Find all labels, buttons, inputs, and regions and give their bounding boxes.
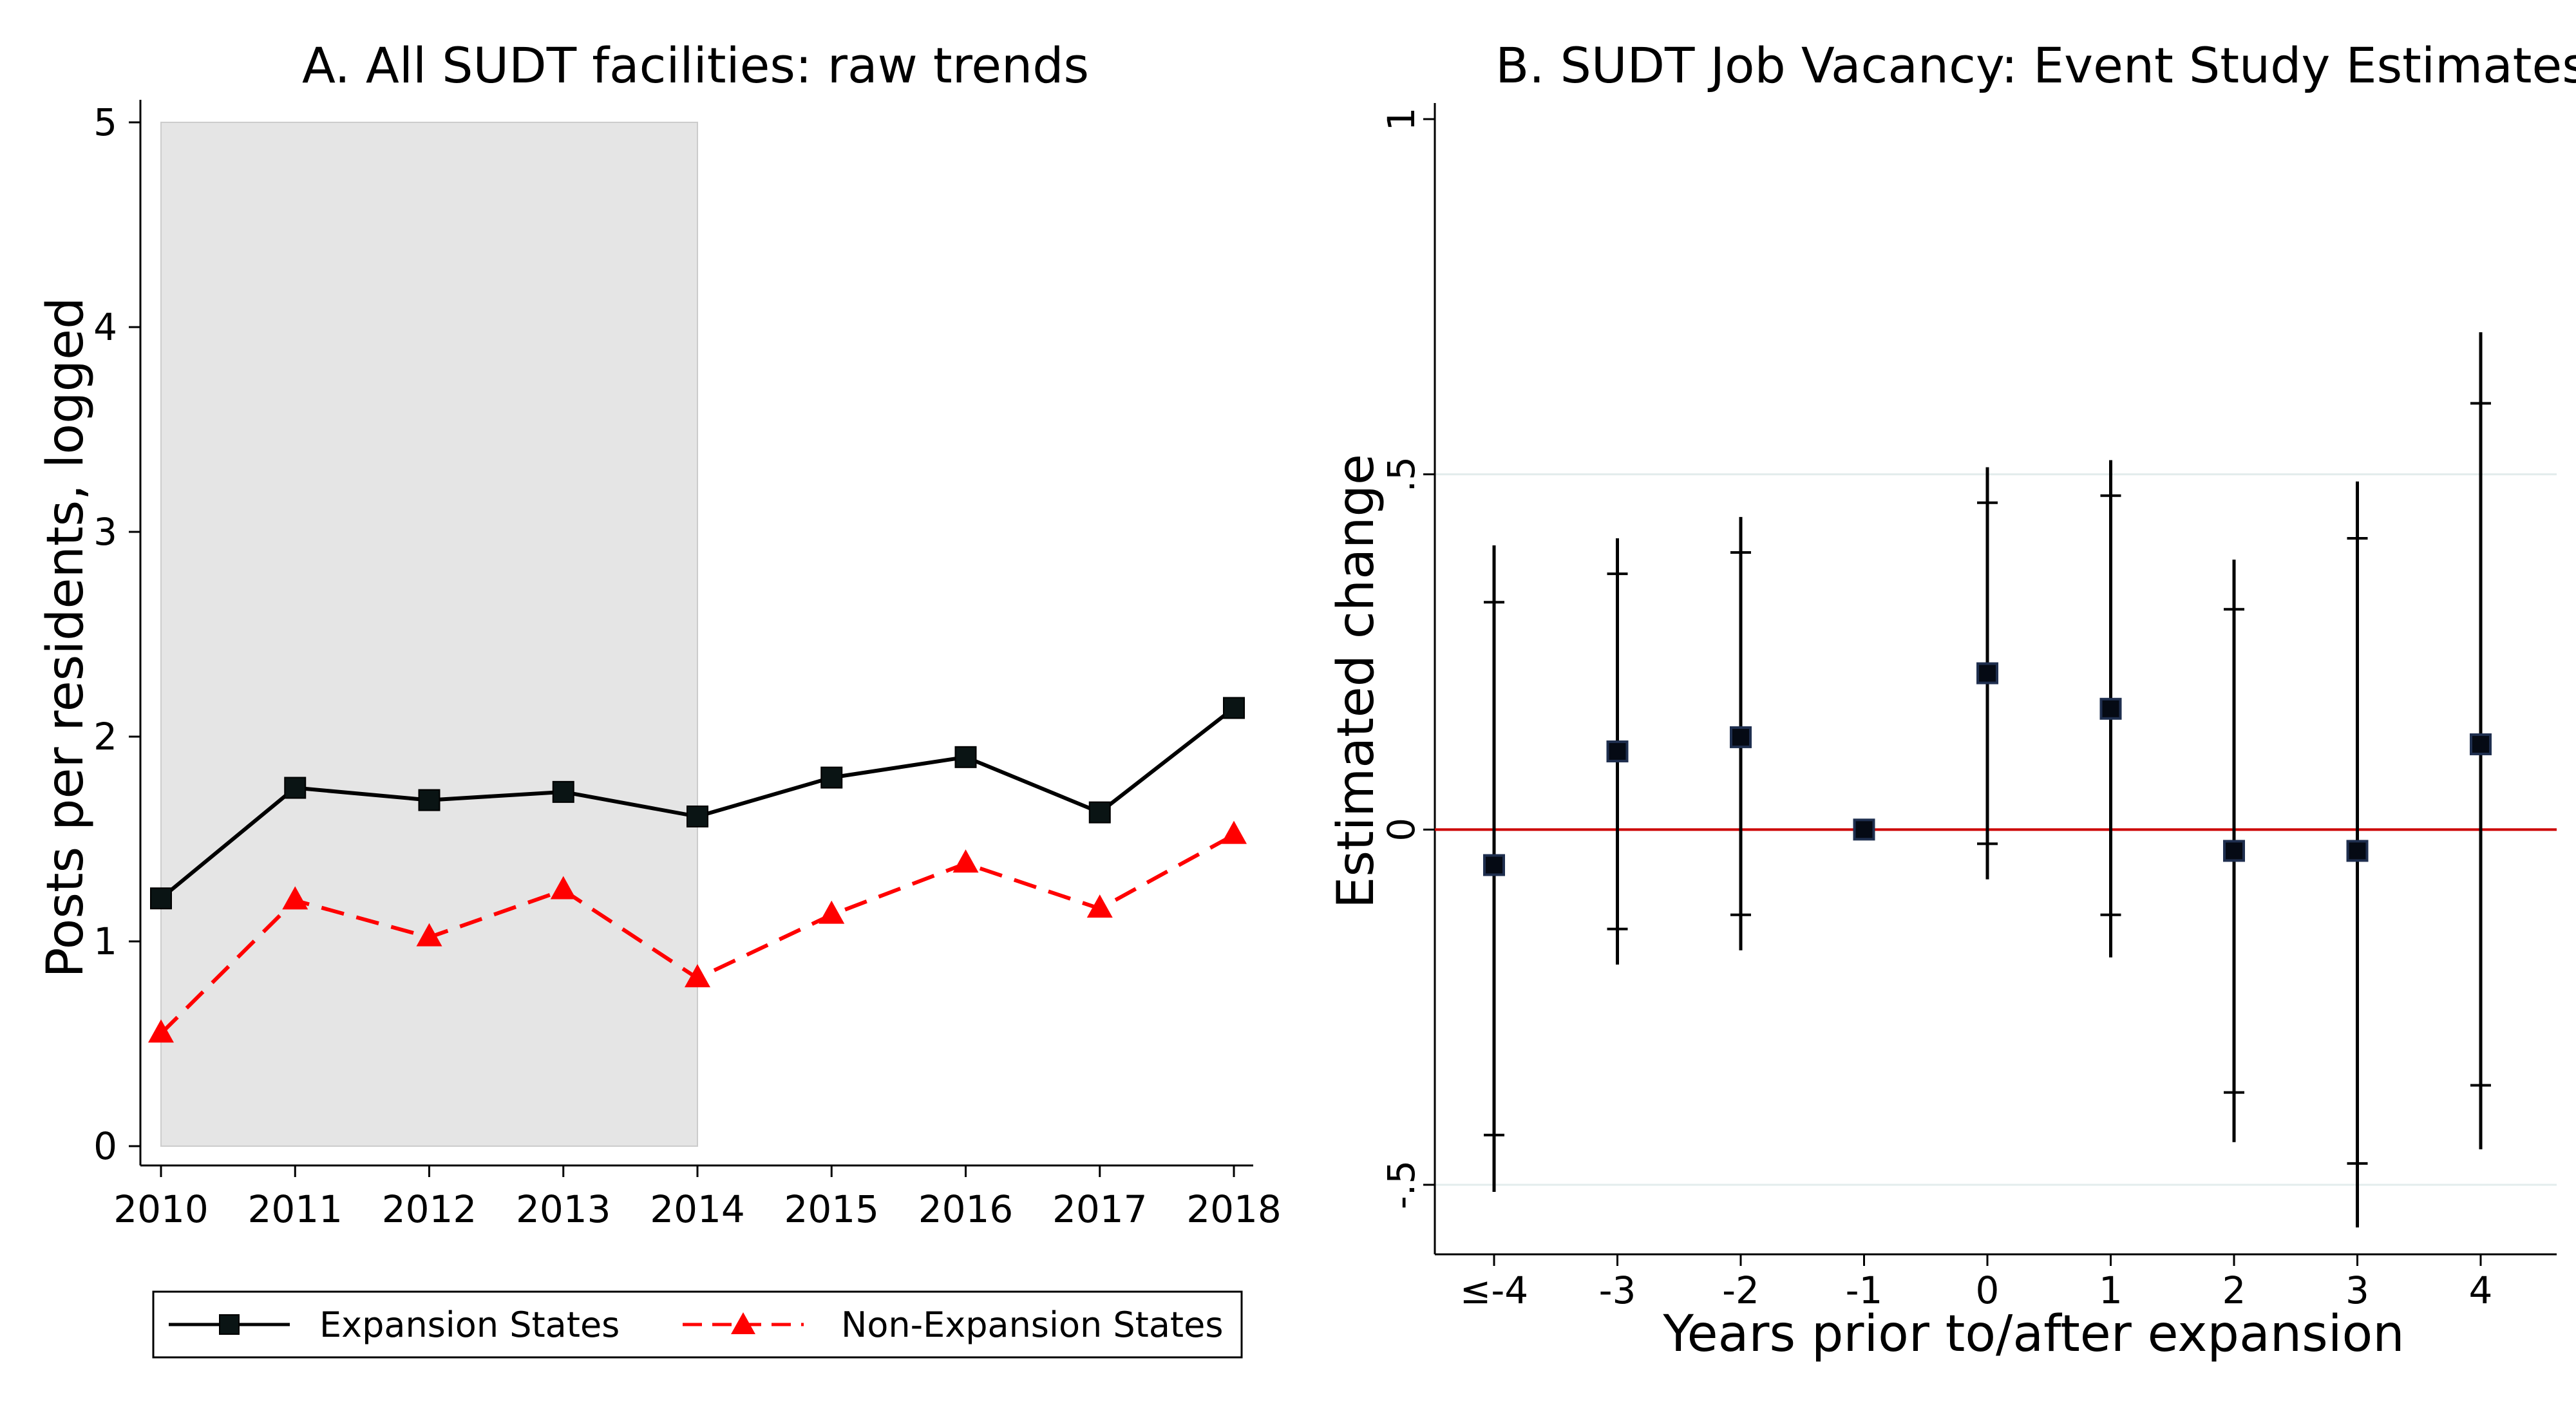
legend-expansion-label: Expansion States: [319, 1305, 620, 1345]
panel-a-y-ticks: 0 1 2 3 4 5: [93, 100, 140, 1168]
non-expansion-states-point: [819, 900, 845, 924]
legend: Expansion States Non-Expansion States: [152, 1290, 1243, 1359]
panel-a-series: [148, 697, 1247, 1043]
x-tick-label: 1: [2099, 1268, 2123, 1312]
panel-b-y-ticks: -.5 0 .5 1: [1379, 108, 1435, 1209]
expansion-states-point: [954, 746, 977, 768]
non-expansion-states-point: [416, 923, 442, 947]
expansion-states-point: [1088, 801, 1111, 824]
x-tick-label: 0: [1976, 1268, 2000, 1312]
panel-b-title: B. SUDT Job Vacancy: Event Study Estimat…: [1495, 37, 2576, 94]
x-tick-label: 2012: [382, 1187, 477, 1231]
expansion-states-point: [284, 777, 307, 799]
x-tick-label: ≤-4: [1460, 1268, 1528, 1312]
non-expansion-states-point: [1221, 820, 1247, 844]
expansion-states-point: [552, 780, 574, 803]
point-estimate: [2223, 840, 2245, 862]
x-tick-label: 3: [2345, 1268, 2369, 1312]
x-tick-label: 2: [2222, 1268, 2246, 1312]
x-tick-label: 2014: [650, 1187, 745, 1231]
x-tick-label: 2010: [113, 1187, 209, 1231]
non-expansion-states-point: [1086, 894, 1113, 918]
y-tick-label: 1: [1379, 108, 1423, 131]
point-estimate: [2346, 840, 2369, 862]
x-tick-label: 4: [2469, 1268, 2493, 1312]
y-tick-label: 1: [93, 919, 117, 963]
x-tick-label: 2013: [516, 1187, 611, 1231]
expansion-states-point: [418, 789, 440, 811]
panel-b-y-axis-label: Estimated change: [1327, 454, 1385, 909]
x-tick-label: 2016: [918, 1187, 1014, 1231]
y-tick-label: 3: [93, 510, 117, 554]
point-estimate: [2470, 733, 2492, 755]
non-expansion-states-point: [952, 849, 979, 873]
panel-b-x-ticks: ≤-4 -3 -2 -1 0 1 2 3 4: [1460, 1254, 2493, 1312]
point-estimate: [1483, 854, 1505, 876]
panel-a-title: A. All SUDT facilities: raw trends: [302, 37, 1089, 94]
expansion-states-point: [820, 766, 843, 789]
x-tick-label: -3: [1599, 1268, 1636, 1312]
panel-b-event-study: B. SUDT Job Vacancy: Event Study Estimat…: [1327, 37, 2576, 1363]
expansion-states-point: [1223, 697, 1245, 719]
pre-expansion-shaded-region: [160, 122, 698, 1147]
panel-a-raw-trends: A. All SUDT facilities: raw trends 0 1 2 3 4…: [37, 37, 1282, 1231]
y-tick-label: 0: [93, 1124, 117, 1168]
y-tick-label: 5: [93, 100, 117, 144]
non-expansion-states-point: [148, 1019, 174, 1043]
y-tick-label: 2: [93, 715, 117, 759]
x-tick-label: 2011: [247, 1187, 343, 1231]
legend-non-expansion-label: Non-Expansion States: [841, 1305, 1223, 1345]
x-tick-label: -2: [1722, 1268, 1759, 1312]
expansion-states-point: [150, 887, 172, 910]
panel-b-x-axis-label: Years prior to/after expansion: [1662, 1305, 2404, 1363]
point-estimate: [1853, 818, 1875, 841]
panel-b-gridlines: [1435, 473, 2557, 1186]
y-tick-label: 0: [1379, 818, 1423, 842]
x-tick-label: 2017: [1052, 1187, 1148, 1231]
non-expansion-states-point: [282, 886, 308, 910]
x-tick-label: 2015: [784, 1187, 879, 1231]
y-tick-label: 4: [93, 305, 117, 349]
panel-b-estimates: [1483, 332, 2492, 1228]
y-tick-label: -.5: [1379, 1160, 1423, 1209]
x-tick-label: 2018: [1186, 1187, 1282, 1231]
y-tick-label: .5: [1379, 457, 1423, 492]
non-expansion-states-point: [550, 876, 576, 900]
x-tick-label: -1: [1846, 1268, 1883, 1312]
point-estimate: [1976, 662, 1998, 684]
legend-expansion-marker: [219, 1314, 240, 1335]
panel-a-y-axis-label: Posts per residents, logged: [37, 297, 95, 977]
point-estimate: [1606, 740, 1629, 762]
point-estimate: [2099, 697, 2122, 720]
point-estimate: [1730, 726, 1752, 748]
panel-a-x-ticks: 2010 2011 2012 2013 2014 2015 2016 2017 2018: [113, 1165, 1282, 1231]
legend-non-expansion-marker: [731, 1312, 755, 1334]
non-expansion-states-point: [685, 964, 710, 988]
expansion-states-point: [687, 806, 708, 828]
